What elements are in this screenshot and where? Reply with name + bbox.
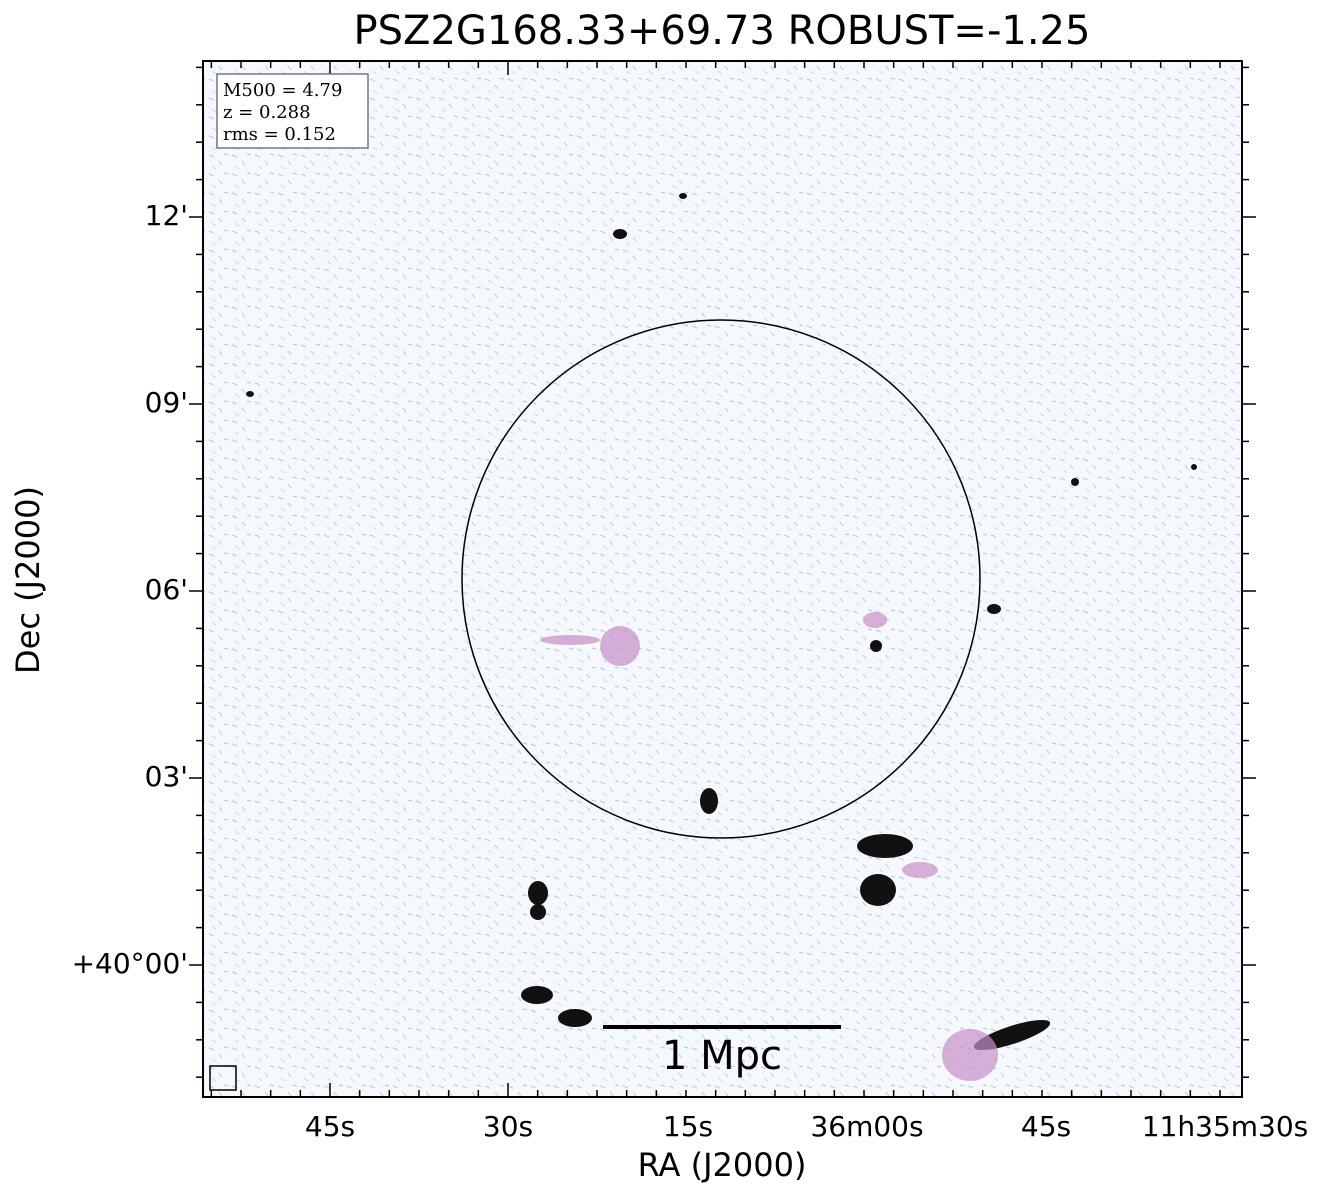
y-tick-label: 06' xyxy=(145,573,188,606)
y-axis-label: Dec (J2000) xyxy=(9,486,47,674)
info-line: z = 0.288 xyxy=(223,102,311,123)
info-box: M500 = 4.79 z = 0.288 rms = 0.152 xyxy=(216,73,369,149)
info-line: M500 = 4.79 xyxy=(223,80,342,101)
y-tick-label: 03' xyxy=(145,760,188,793)
ticks xyxy=(189,61,1256,1097)
plot-frame xyxy=(202,60,1243,1098)
y-tick-label: 09' xyxy=(145,386,188,419)
y-tick-label: +40°00' xyxy=(72,947,188,980)
y-tick-label: 12' xyxy=(145,199,188,232)
image xyxy=(203,61,1242,1097)
x-tick-label: 45s xyxy=(1021,1110,1071,1143)
x-tick-label: 45s xyxy=(305,1110,355,1143)
x-tick-label: 30s xyxy=(483,1110,533,1143)
info-line: rms = 0.152 xyxy=(223,124,336,145)
scale-bar-label: 1 Mpc xyxy=(662,1033,782,1079)
x-tick-label: 15s xyxy=(663,1110,713,1143)
title: PSZ2G168.33+69.73 ROBUST=-1.25 xyxy=(354,8,1091,54)
x-tick-label: 11h35m30s xyxy=(1142,1110,1309,1143)
x-axis-label: RA (J2000) xyxy=(638,1146,807,1184)
x-tick-label: 36m00s xyxy=(810,1110,923,1143)
